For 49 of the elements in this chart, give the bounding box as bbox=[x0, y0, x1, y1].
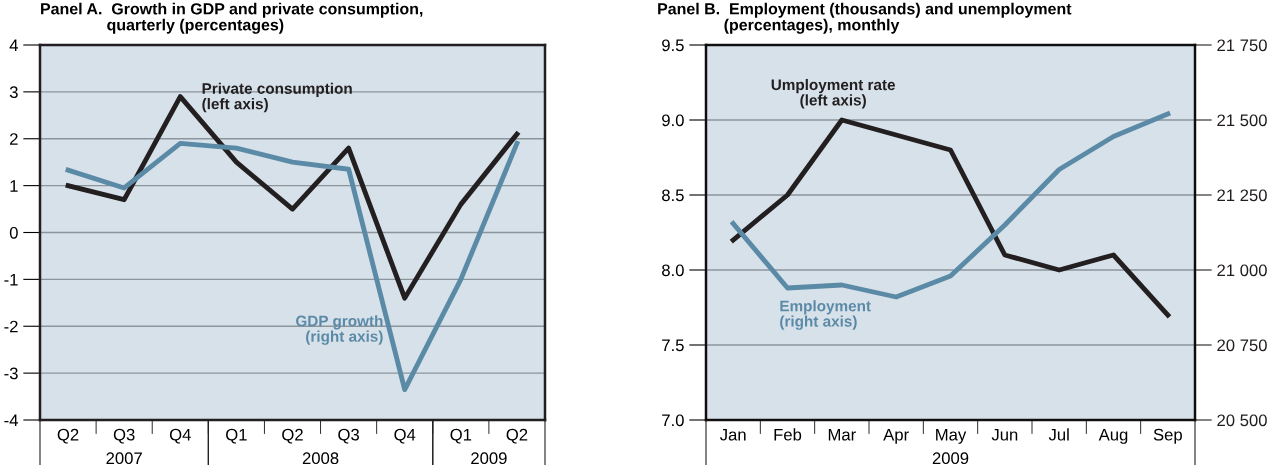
y-tick-label: -3 bbox=[4, 367, 18, 380]
y2-tick-label: 21 000 bbox=[1217, 264, 1267, 277]
series-label: Private consumption (left axis) bbox=[202, 82, 352, 113]
x-tick-label: Q2 bbox=[506, 428, 528, 444]
y-tick-label: 9.5 bbox=[662, 39, 684, 52]
text: 2009 bbox=[471, 452, 507, 465]
y-tick-label: 8.0 bbox=[662, 264, 684, 277]
y2-tick-label: 21 250 bbox=[1217, 189, 1267, 202]
text: 2007 bbox=[106, 452, 142, 465]
y-tick-label: -1 bbox=[4, 273, 18, 286]
y2-tick-label: 21 500 bbox=[1217, 114, 1267, 127]
x-tick-label: Q2 bbox=[57, 428, 79, 444]
y-tick-label: 7.5 bbox=[662, 339, 684, 352]
x-tick-label: May bbox=[936, 428, 967, 444]
y-tick-label: 3 bbox=[9, 86, 18, 99]
text: 2009 bbox=[932, 452, 969, 465]
x-tick-label: Mar bbox=[828, 428, 856, 441]
text: 2008 bbox=[302, 452, 339, 465]
x-tick-label: Jul bbox=[1048, 428, 1069, 441]
y-tick-label: 2 bbox=[10, 133, 18, 145]
x-tick-label: Sep bbox=[1153, 428, 1182, 444]
chart-title: Panel A. Growth in GDP and private consumption, quarterly (percentages) bbox=[41, 2, 423, 34]
y-tick-label: -2 bbox=[4, 320, 18, 333]
y2-tick-label: 21 750 bbox=[1217, 39, 1267, 52]
chart-title: Panel B. Employment (thousands) and unemployment (percentages), monthly bbox=[658, 2, 1072, 34]
y-tick-label: 1 bbox=[10, 180, 18, 192]
x-tick-label: Feb bbox=[774, 428, 802, 441]
line-series bbox=[65, 141, 520, 392]
x-tick-label: Q3 bbox=[113, 428, 135, 444]
series-label: Employment (right axis) bbox=[780, 300, 871, 330]
x-tick-label: Q3 bbox=[338, 428, 359, 444]
x-tick-label: Apr bbox=[883, 428, 909, 444]
y-tick-label: -4 bbox=[4, 414, 18, 427]
y-tick-label: 7.0 bbox=[662, 414, 684, 427]
x-tick-label: Q4 bbox=[169, 428, 191, 444]
x-tick-label: Aug bbox=[1098, 428, 1128, 444]
x-tick-label: Q2 bbox=[282, 428, 303, 444]
y-tick-label: 0 bbox=[9, 226, 18, 239]
x-tick-label: Q1 bbox=[226, 428, 247, 444]
x-tick-label: Jan bbox=[719, 428, 746, 441]
y2-tick-label: 20 500 bbox=[1217, 414, 1267, 427]
x-tick-label: Q1 bbox=[450, 428, 472, 444]
y-tick-label: 8.5 bbox=[662, 189, 684, 202]
y-tick-label: 9.0 bbox=[662, 114, 684, 127]
y2-tick-label: 20 750 bbox=[1217, 339, 1267, 352]
x-tick-label: Q4 bbox=[394, 428, 416, 444]
x-tick-label: Jun bbox=[991, 428, 1018, 441]
y-tick-label: 4 bbox=[9, 39, 18, 52]
series-label: Umployment rate (left axis) bbox=[771, 78, 896, 109]
